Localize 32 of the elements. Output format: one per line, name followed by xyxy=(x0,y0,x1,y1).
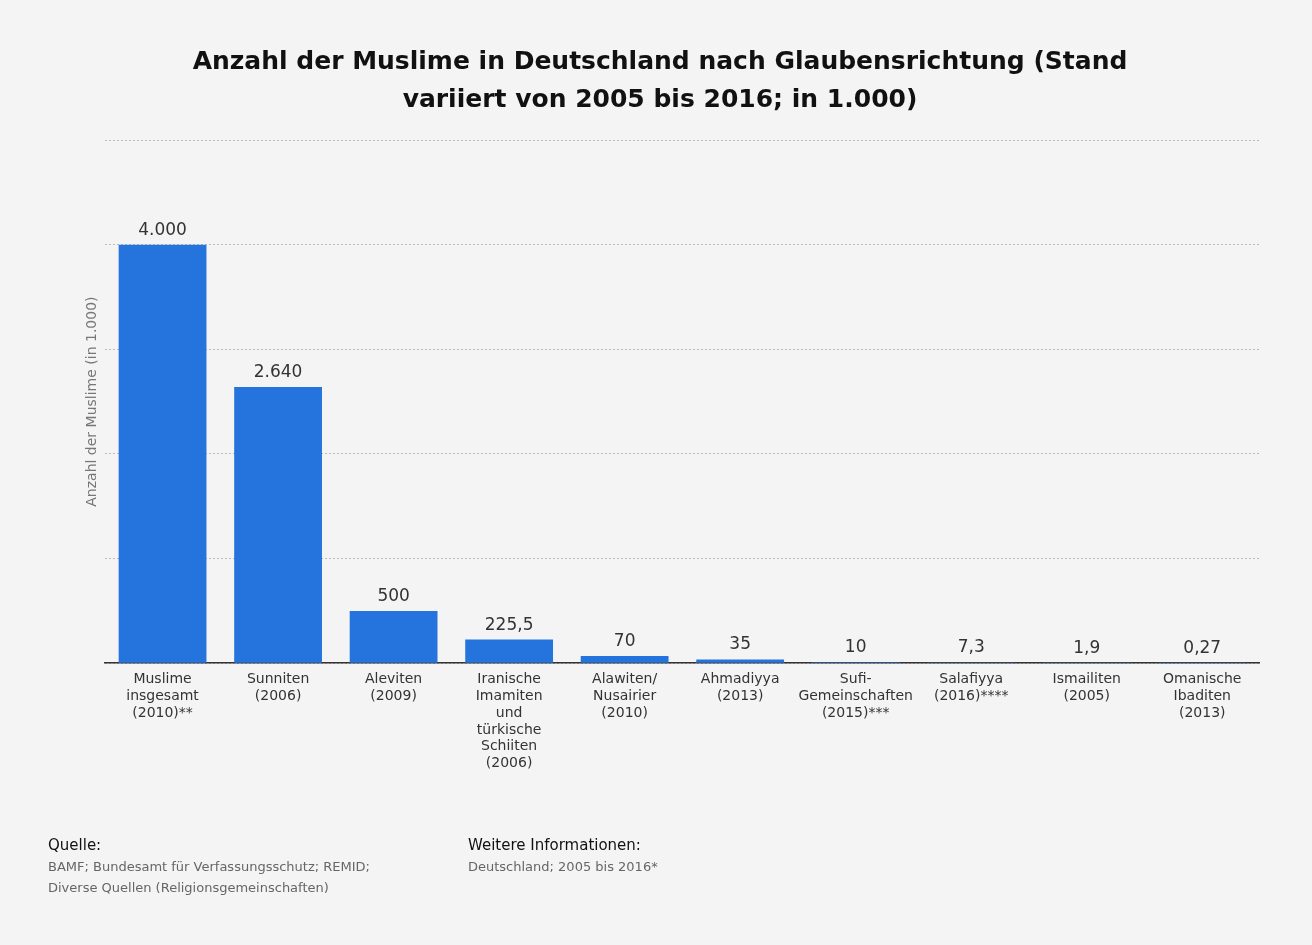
data-label: 7,3 xyxy=(957,636,985,657)
x-tick-label: Omanische Ibaditen (2013) xyxy=(1163,670,1242,720)
x-tick-label: Alawiten/ Nusairier (2010) xyxy=(592,670,658,720)
bar xyxy=(465,639,554,663)
x-tick-label: Aleviten (2009) xyxy=(364,670,423,704)
data-label: 2.640 xyxy=(253,360,303,381)
bar xyxy=(234,386,322,663)
data-label: 35 xyxy=(729,633,751,654)
x-tick-label: Sufi-Gemeinschaften (2015)*** xyxy=(798,670,913,720)
data-label: 225,5 xyxy=(484,613,534,634)
data-label: 500 xyxy=(377,584,410,605)
source-note: Quelle: xyxy=(48,835,103,856)
x-tick-label: Ismailiten (2005) xyxy=(1052,670,1121,704)
text: Deutschland; 2005 bis 2016* xyxy=(468,858,659,876)
y-axis-title: Anzahl der Muslime (in 1.000) xyxy=(83,296,100,507)
x-tick-label: Ahmadiyya (2013) xyxy=(700,670,780,704)
data-label: 4.000 xyxy=(138,218,187,239)
x-tick-label: Salafiyya (2016)**** xyxy=(933,670,1009,704)
bar xyxy=(580,655,669,663)
bar xyxy=(118,244,207,663)
text: BAMF; Bundesamt für Verfassungsschutz; REMID; Diverse Quellen (Religionsgemeinschaften) xyxy=(48,858,371,897)
x-tick-label: Muslime insgesamt (2010)** xyxy=(126,670,200,720)
text: Weitere Informationen: xyxy=(468,835,642,856)
x-tick-label: Sunniten (2006) xyxy=(246,670,310,704)
data-label: 10 xyxy=(844,636,867,657)
data-label: 0,27 xyxy=(1183,637,1222,658)
bar xyxy=(349,610,438,663)
x-tick-label: Iranische Imamiten und türkische Schiiten (2006) xyxy=(475,670,543,771)
chart-title: Anzahl der Muslime in Deutschland nach Glaubensrichtung (Stand variiert von 2005 bis 2016; in 1.000) xyxy=(191,45,1129,115)
data-label: 70 xyxy=(613,629,636,650)
data-label: 1,9 xyxy=(1073,636,1101,657)
bar xyxy=(696,659,785,663)
